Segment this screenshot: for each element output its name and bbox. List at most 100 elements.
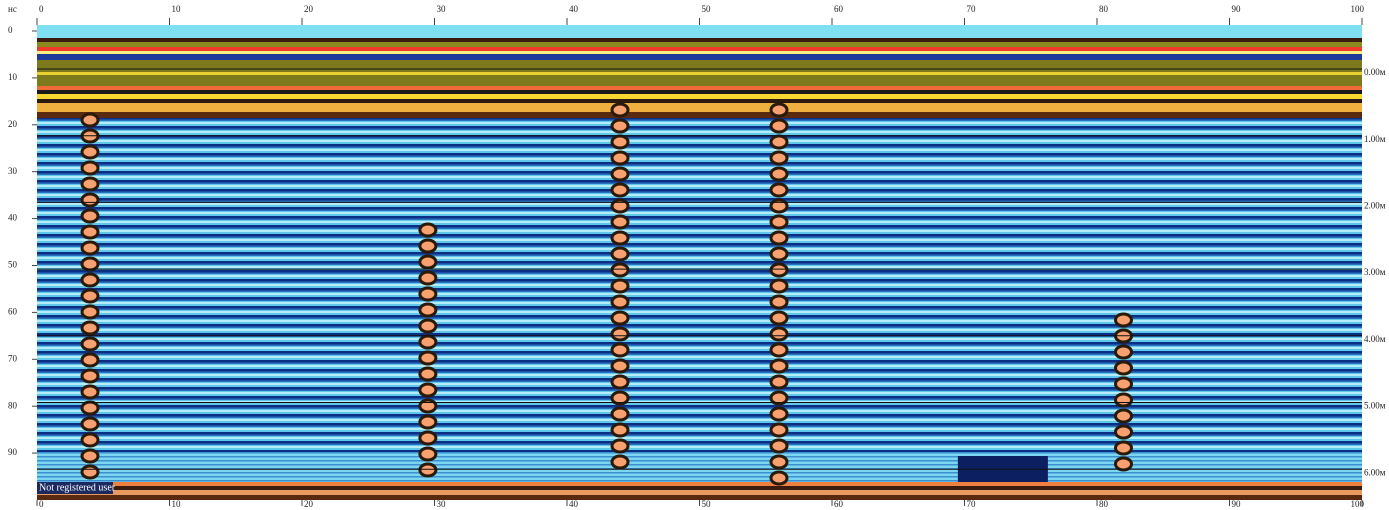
x-tick-label: 20 <box>304 4 314 14</box>
anomaly <box>612 376 628 388</box>
anomaly <box>612 184 628 196</box>
depth-label: 4.00м <box>1364 334 1386 344</box>
anomaly <box>771 264 787 276</box>
y-tick-label: 70 <box>8 353 18 363</box>
anomaly <box>612 136 628 148</box>
anomaly <box>82 466 98 478</box>
anomaly <box>82 274 98 286</box>
y-tick-label: 90 <box>8 447 18 457</box>
anomaly <box>1116 426 1132 438</box>
anomaly <box>82 242 98 254</box>
y-tick-label: 10 <box>8 72 18 82</box>
depth-label: 2.00м <box>1364 200 1386 210</box>
anomaly <box>1116 346 1132 358</box>
anomaly <box>1116 410 1132 422</box>
anomaly <box>771 136 787 148</box>
anomaly <box>771 152 787 164</box>
anomaly <box>771 328 787 340</box>
anomaly <box>771 216 787 228</box>
anomaly <box>612 248 628 260</box>
anomaly <box>771 456 787 468</box>
anomaly <box>1116 362 1132 374</box>
anomaly <box>771 344 787 356</box>
anomaly <box>612 200 628 212</box>
anomaly <box>771 232 787 244</box>
anomaly <box>771 120 787 132</box>
anomaly <box>612 296 628 308</box>
anomaly <box>771 312 787 324</box>
x-tick-label: 0 <box>39 4 44 14</box>
anomaly <box>771 360 787 372</box>
anomaly <box>612 328 628 340</box>
x-tick-label: 10 <box>172 4 182 14</box>
x-tick-label: 0 <box>39 499 44 509</box>
x-tick-label: 30 <box>437 499 447 509</box>
anomaly <box>612 280 628 292</box>
anomaly <box>82 146 98 158</box>
anomaly <box>82 386 98 398</box>
y-tick-label: 40 <box>8 213 18 223</box>
anomaly <box>420 400 436 412</box>
anomaly <box>420 256 436 268</box>
anomaly <box>82 114 98 126</box>
anomaly <box>612 456 628 468</box>
x-tick-label: 80 <box>1099 499 1109 509</box>
anomaly <box>420 320 436 332</box>
anomaly <box>612 408 628 420</box>
anomaly <box>771 104 787 116</box>
x-tick-label: 20 <box>304 499 314 509</box>
anomaly <box>82 402 98 414</box>
anomaly <box>771 296 787 308</box>
depth-label: 5.00м <box>1364 401 1386 411</box>
anomaly <box>82 226 98 238</box>
anomaly <box>612 312 628 324</box>
anomaly <box>420 464 436 476</box>
anomaly <box>420 416 436 428</box>
anomaly <box>771 168 787 180</box>
anomaly <box>771 280 787 292</box>
anomaly <box>771 440 787 452</box>
x-tick-label: 90 <box>1232 499 1242 509</box>
anomaly <box>612 232 628 244</box>
anomaly <box>612 440 628 452</box>
anomaly <box>771 472 787 484</box>
anomaly <box>612 360 628 372</box>
anomaly <box>771 376 787 388</box>
anomaly <box>420 272 436 284</box>
radargram-window: Not registered user нс 01020304050607080… <box>0 0 1389 510</box>
anomaly <box>612 264 628 276</box>
anomaly <box>82 354 98 366</box>
anomaly <box>1116 442 1132 454</box>
plot-area: Not registered user <box>37 25 1362 500</box>
anomaly <box>612 168 628 180</box>
anomaly <box>612 344 628 356</box>
anomaly <box>82 322 98 334</box>
anomaly <box>1116 378 1132 390</box>
anomaly <box>771 424 787 436</box>
anomaly <box>1116 394 1132 406</box>
x-tick-label: 30 <box>437 4 447 14</box>
anomaly <box>420 352 436 364</box>
x-tick-label: 60 <box>834 499 844 509</box>
x-tick-label: 10 <box>172 499 182 509</box>
anomaly <box>82 434 98 446</box>
x-tick-label: 40 <box>569 499 579 509</box>
y-tick-label: 50 <box>8 260 18 270</box>
anomaly <box>612 424 628 436</box>
depth-label: 1.00м <box>1364 134 1386 144</box>
y-tick-label: 30 <box>8 166 18 176</box>
x-tick-label: 100 <box>1351 4 1365 14</box>
anomaly <box>612 152 628 164</box>
anomaly <box>420 224 436 236</box>
x-tick-label: 90 <box>1232 4 1242 14</box>
x-tick-label: 80 <box>1099 4 1109 14</box>
anomaly <box>420 288 436 300</box>
anomaly <box>771 248 787 260</box>
x-tick-label: 70 <box>967 499 977 509</box>
page: {"left_axis": {"unit": "нс", "ticks": [0… <box>0 0 1389 510</box>
x-tick-label: 60 <box>834 4 844 14</box>
anomaly <box>420 368 436 380</box>
anomaly <box>82 450 98 462</box>
anomaly <box>771 200 787 212</box>
anomaly <box>82 306 98 318</box>
